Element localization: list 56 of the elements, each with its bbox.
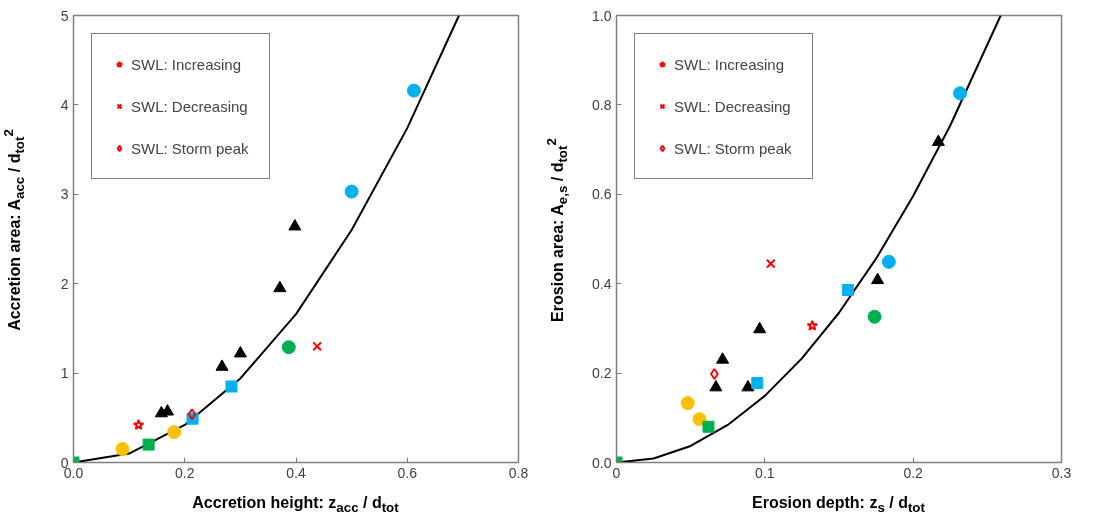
point [871, 272, 885, 285]
point [288, 219, 302, 231]
x-tick-label: 0.8 [508, 464, 529, 481]
y-tick-label: 0.8 [592, 96, 612, 113]
legend-label: SWL: Increasing [674, 55, 785, 73]
point [692, 412, 707, 427]
x-tick-label: 0.3 [1051, 464, 1072, 481]
point [215, 359, 229, 371]
y-tick-label: 1.0 [592, 7, 612, 24]
y-tick-label: 3 [60, 186, 69, 203]
x-tick-label: 0.2 [903, 464, 924, 481]
point [680, 396, 695, 411]
point [741, 379, 755, 392]
point [187, 408, 197, 421]
y-tick-label: 5 [60, 7, 69, 24]
y-tick-label: 1 [60, 365, 69, 382]
point [953, 86, 968, 101]
point [142, 438, 155, 451]
point [233, 346, 247, 358]
x-tick-label: 0.4 [286, 464, 306, 481]
point [273, 280, 287, 293]
point [281, 340, 296, 355]
point [702, 420, 715, 433]
legend-label: SWL: Increasing [131, 55, 242, 73]
y-tick-label: 0.2 [592, 365, 612, 382]
legend-label: SWL: Storm peak [674, 139, 792, 157]
point [841, 283, 854, 296]
point [161, 404, 175, 416]
point [806, 319, 819, 331]
legend-label: SWL: Decreasing [674, 97, 791, 115]
point [881, 254, 896, 269]
x-tick-label: 0.1 [755, 464, 775, 481]
point [225, 380, 238, 393]
point [132, 418, 145, 430]
x-tick-label: 0.6 [397, 464, 418, 481]
point [115, 442, 130, 457]
legend-label: SWL: Decreasing [131, 97, 248, 115]
point [167, 425, 182, 440]
point [765, 258, 776, 269]
point [406, 83, 421, 98]
legend-label: SWL: Storm peak [131, 139, 249, 157]
point [753, 321, 767, 334]
point [312, 341, 323, 352]
x-axis-title: Accretion height: z$_{acc}$ / d$_{tot}$ [191, 493, 400, 518]
x-tick-label: 0.2 [175, 464, 195, 481]
y-tick-label: 2 [60, 275, 69, 292]
y-tick-label: 0.4 [592, 275, 612, 292]
point [931, 134, 945, 146]
y-tick-label: 0.6 [592, 186, 612, 203]
point [867, 309, 882, 324]
point [751, 376, 764, 389]
x-axis-title: Erosion depth: z$_{s}$ / d$_{tot}$ [751, 493, 926, 518]
point [344, 184, 359, 199]
y-tick-label: 4 [60, 96, 69, 113]
point [709, 379, 723, 392]
point [716, 352, 730, 364]
